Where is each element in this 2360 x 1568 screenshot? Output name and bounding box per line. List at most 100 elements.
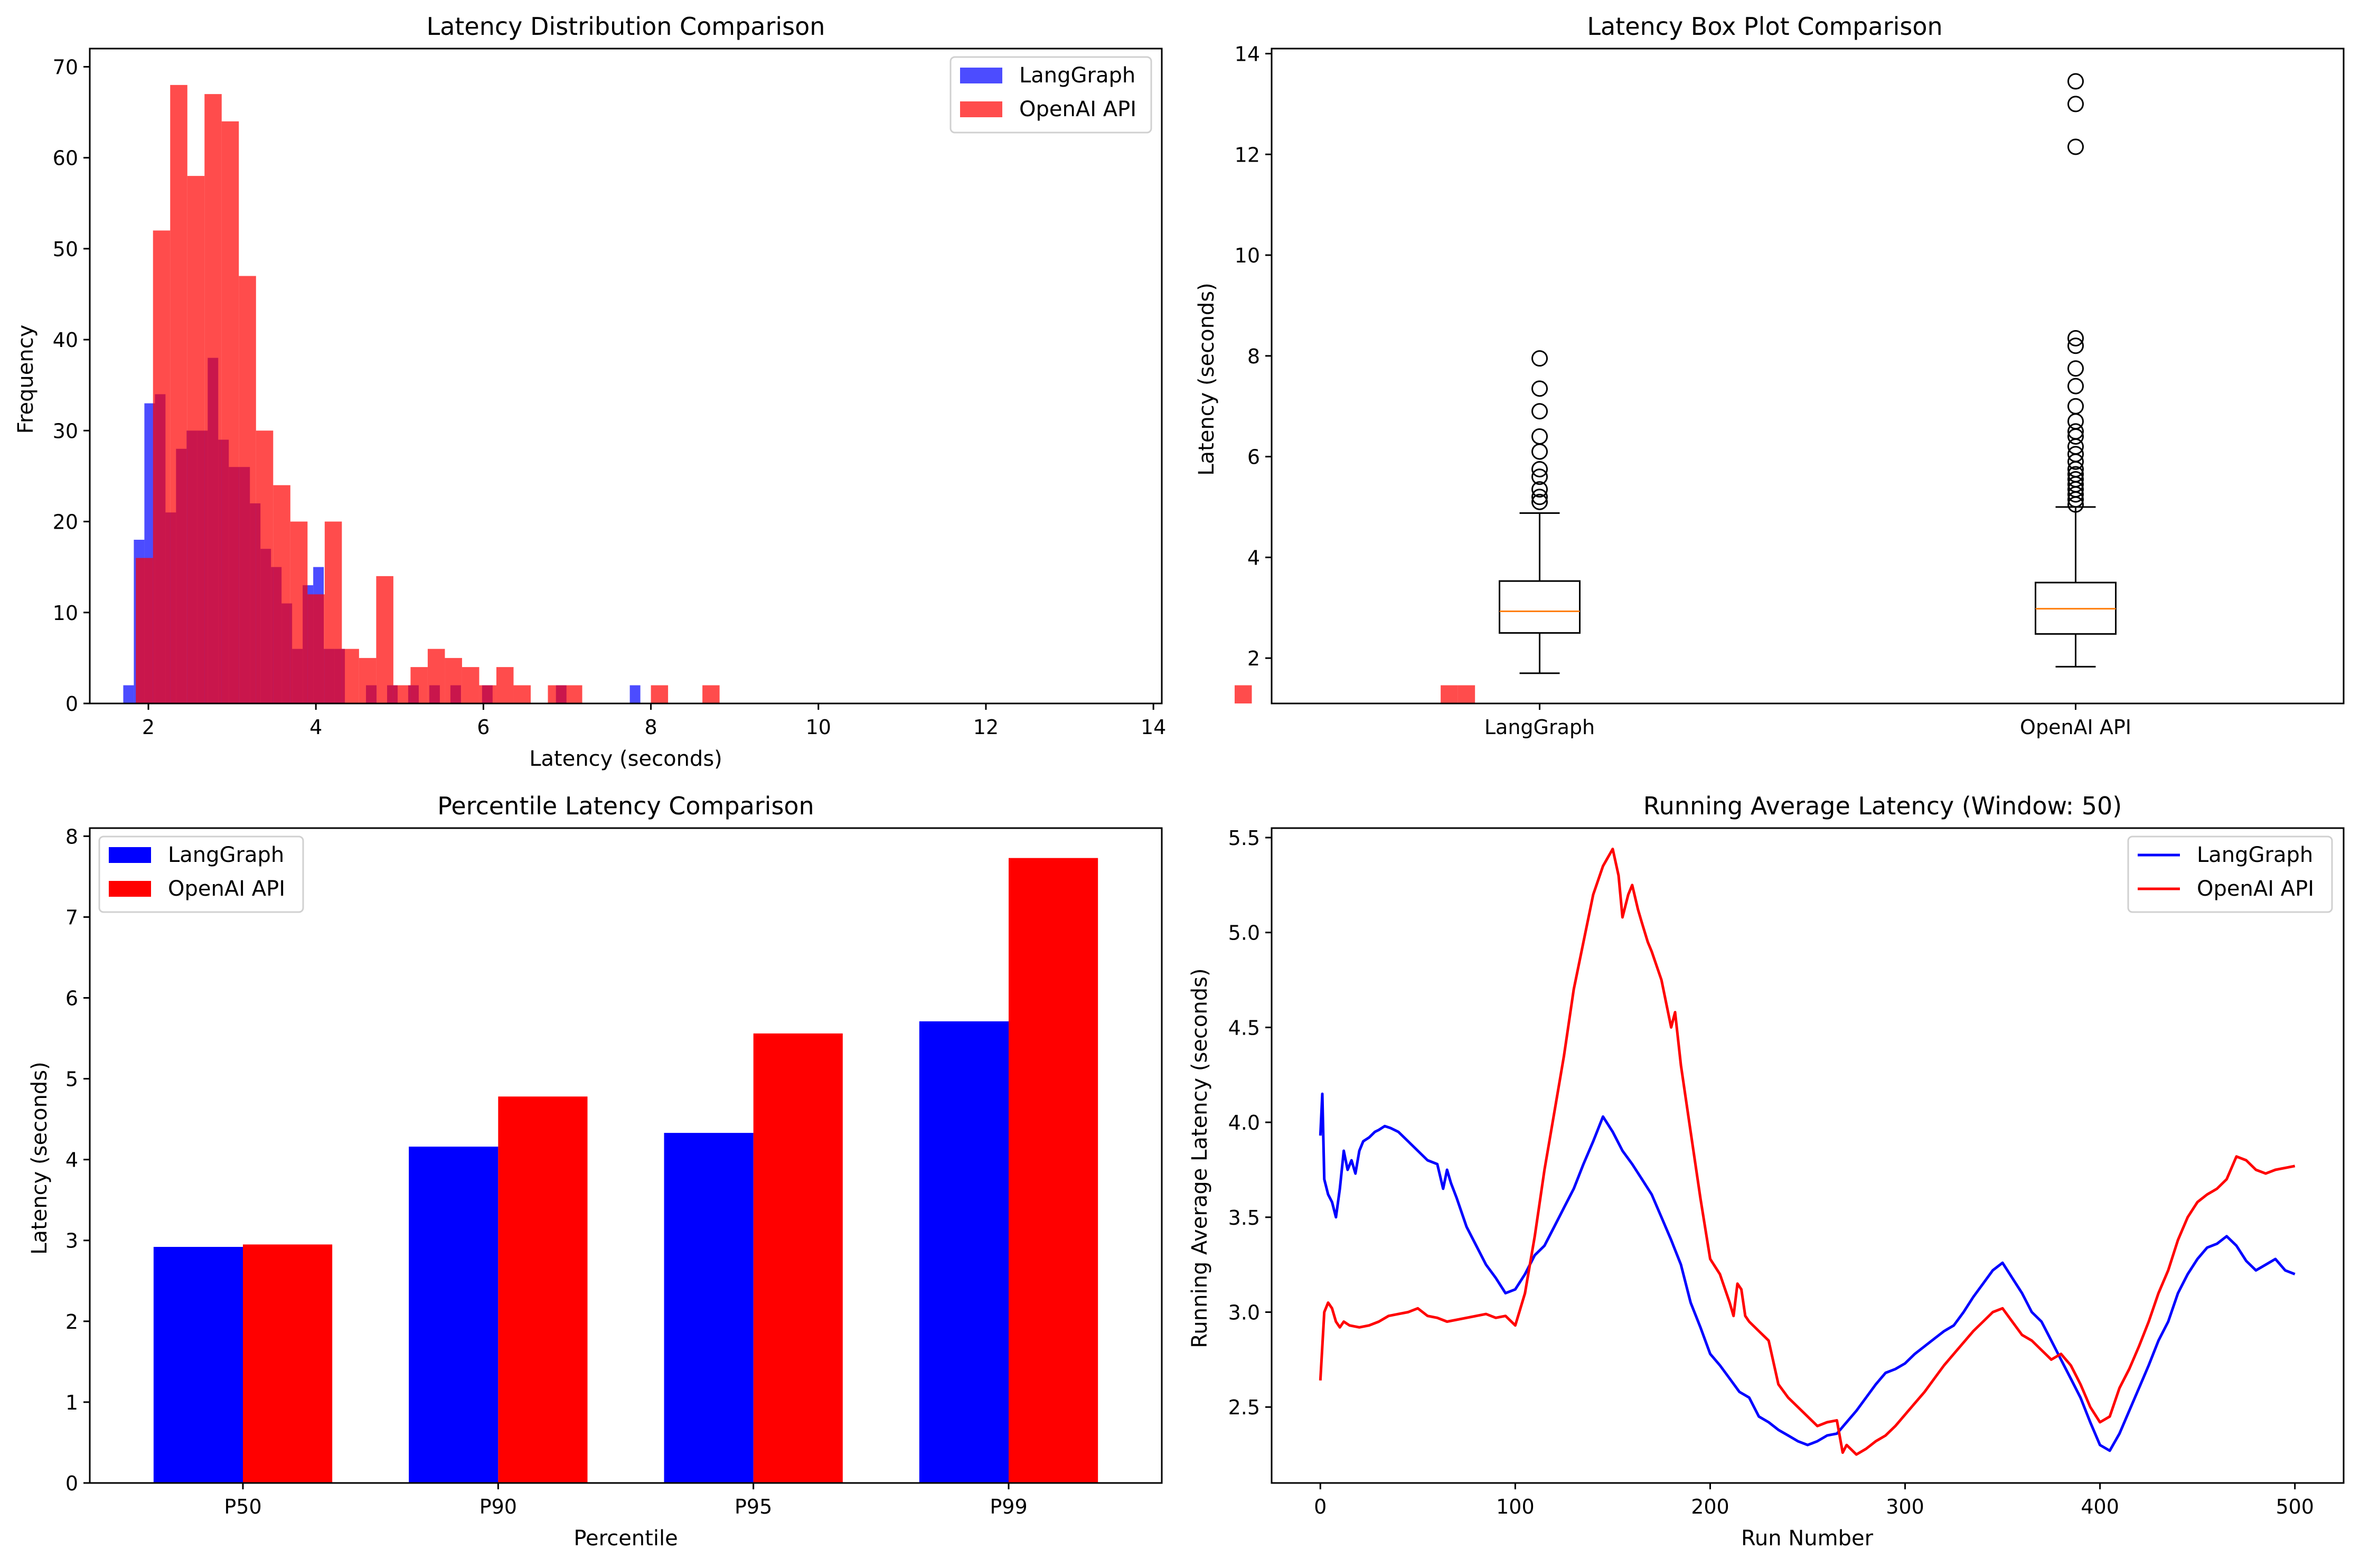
- run-xtick-label: 0: [1314, 1495, 1327, 1518]
- hist-bar-openai: [651, 685, 669, 703]
- box-ytick-label: 4: [1247, 546, 1260, 569]
- run-line-openai: [1319, 848, 2296, 1456]
- pct-xtick-label: P90: [479, 1495, 517, 1518]
- run-ytick-label: 3.0: [1228, 1301, 1260, 1325]
- hist-legend-label-openai: OpenAI API: [1019, 97, 1136, 121]
- box-flier-openai: [2067, 398, 2084, 415]
- box-iqr-langgraph: [1499, 580, 1581, 634]
- pct-ytick-label: 7: [65, 906, 78, 929]
- box-ytick-label: 2: [1247, 647, 1260, 670]
- box-flier-openai: [2067, 330, 2084, 346]
- hist-bar-openai: [273, 485, 290, 703]
- hist-legend-label-langgraph: LangGraph: [1019, 63, 1135, 88]
- box-flier-langgraph: [1531, 428, 1548, 445]
- hist-ytick-label: 70: [53, 55, 78, 79]
- run-ytick-label: 5.5: [1228, 827, 1260, 850]
- box-flier-openai: [2067, 446, 2084, 463]
- box-flier-openai: [2067, 360, 2084, 377]
- pct-legend-label-openai: OpenAI API: [168, 877, 285, 901]
- hist-bar-openai: [1458, 685, 1475, 703]
- hist-xlabel: Latency (seconds): [529, 747, 722, 771]
- hist-bar-openai: [496, 667, 514, 703]
- hist-bar-openai: [1441, 685, 1458, 703]
- pct-ytick-label: 3: [65, 1229, 78, 1253]
- box-flier-langgraph: [1531, 481, 1548, 498]
- hist-bar-openai: [204, 94, 222, 704]
- box-flier-openai: [2067, 378, 2084, 395]
- hist-xtick-label: 2: [142, 716, 155, 739]
- pct-legend-label-langgraph: LangGraph: [168, 843, 284, 867]
- pct-ytick-label: 4: [65, 1149, 78, 1172]
- pct-xtick-label: P95: [735, 1495, 772, 1518]
- percentile-panel: Percentile Latency Comparison 0 1 2 3 4 5 6 7 8 P…: [27, 792, 1163, 1551]
- pct-ytick-label: 0: [65, 1472, 78, 1495]
- run-ytick-label: 3.5: [1228, 1206, 1260, 1229]
- hist-bar-openai: [410, 667, 428, 703]
- pct-bar-langgraph: [919, 1021, 1009, 1483]
- run-legend: LangGraph OpenAI API: [2127, 835, 2333, 913]
- hist-bar-openai: [256, 430, 274, 703]
- hist-title: Latency Distribution Comparison: [427, 12, 825, 41]
- box-ytick-label: 14: [1235, 43, 1260, 66]
- pct-bar-langgraph: [664, 1133, 754, 1483]
- box-flier-langgraph: [1531, 380, 1548, 397]
- box-flier-langgraph: [1531, 350, 1548, 367]
- box-axes-frame: [1271, 48, 2345, 705]
- pct-xtick-label: P99: [990, 1495, 1027, 1518]
- hist-bar-openai: [479, 685, 496, 703]
- pct-ytick-label: 8: [65, 825, 78, 848]
- hist-bar-langgraph: [629, 685, 641, 703]
- run-line-langgraph: [1319, 1092, 2296, 1452]
- pct-bar-openai: [1009, 858, 1098, 1483]
- box-xtick-label: OpenAI API: [2020, 716, 2131, 739]
- run-ytick-label: 2.5: [1228, 1396, 1260, 1419]
- hist-bar-openai: [376, 576, 393, 703]
- hist-xtick-label: 14: [1141, 716, 1166, 739]
- run-legend-label-langgraph: LangGraph: [2197, 843, 2313, 867]
- box-ytick-label: 8: [1247, 345, 1260, 368]
- hist-bar-openai: [136, 558, 153, 703]
- run-xtick-label: 200: [1691, 1495, 1729, 1518]
- run-axes-frame: [1271, 827, 2345, 1484]
- hist-ytick-label: 10: [53, 602, 78, 625]
- run-ytick-label: 4.0: [1228, 1111, 1260, 1134]
- box-flier-openai: [2067, 466, 2084, 483]
- run-xtick-label: 500: [2276, 1495, 2314, 1518]
- box-plot-area: 2 4 6 8 10 12 14 LangGraph OpenAI API: [1235, 43, 2345, 739]
- box-ytick-label: 6: [1247, 446, 1260, 469]
- pct-xtick-label: P50: [224, 1495, 261, 1518]
- hist-ytick-label: 0: [65, 692, 78, 716]
- run-ytick-label: 4.5: [1228, 1016, 1260, 1039]
- hist-bar-openai: [462, 667, 479, 703]
- box-flier-openai: [2067, 423, 2084, 440]
- box-flier-langgraph: [1531, 489, 1548, 505]
- box-flier-langgraph: [1531, 403, 1548, 420]
- hist-bar-openai: [359, 658, 377, 703]
- box-title: Latency Box Plot Comparison: [1587, 12, 1942, 41]
- hist-bar-langgraph: [123, 685, 134, 703]
- hist-ylabel: Frequency: [14, 325, 38, 434]
- box-flier-openai: [2067, 337, 2084, 354]
- pct-legend: LangGraph OpenAI API: [98, 835, 304, 913]
- hist-bar-openai: [393, 685, 411, 703]
- hist-bar-openai: [187, 176, 205, 704]
- box-xtick-label: LangGraph: [1484, 716, 1595, 739]
- hist-ytick-label: 40: [53, 328, 78, 352]
- hist-bar-openai: [324, 521, 342, 703]
- pct-ytick-label: 5: [65, 1068, 78, 1091]
- hist-bar-openai: [513, 685, 531, 703]
- pct-bar-langgraph: [409, 1147, 499, 1483]
- box-flier-langgraph: [1531, 468, 1548, 485]
- pct-plot-area: 0 1 2 3 4 5 6 7 8 P50 P90 P95 P99: [65, 825, 1163, 1518]
- hist-bar-openai: [239, 276, 256, 703]
- pct-bar-openai: [243, 1244, 333, 1483]
- hist-xtick-label: 12: [973, 716, 999, 739]
- pct-ytick-label: 1: [65, 1391, 78, 1414]
- pct-bar-openai: [498, 1096, 588, 1483]
- hist-bar-openai: [702, 685, 720, 703]
- run-xtick-label: 300: [1886, 1495, 1924, 1518]
- pct-legend-swatch-openai: [109, 881, 151, 897]
- hist-legend-swatch-openai: [960, 101, 1002, 117]
- hist-legend-swatch-langgraph: [960, 68, 1002, 83]
- run-legend-label-openai: OpenAI API: [2197, 877, 2314, 901]
